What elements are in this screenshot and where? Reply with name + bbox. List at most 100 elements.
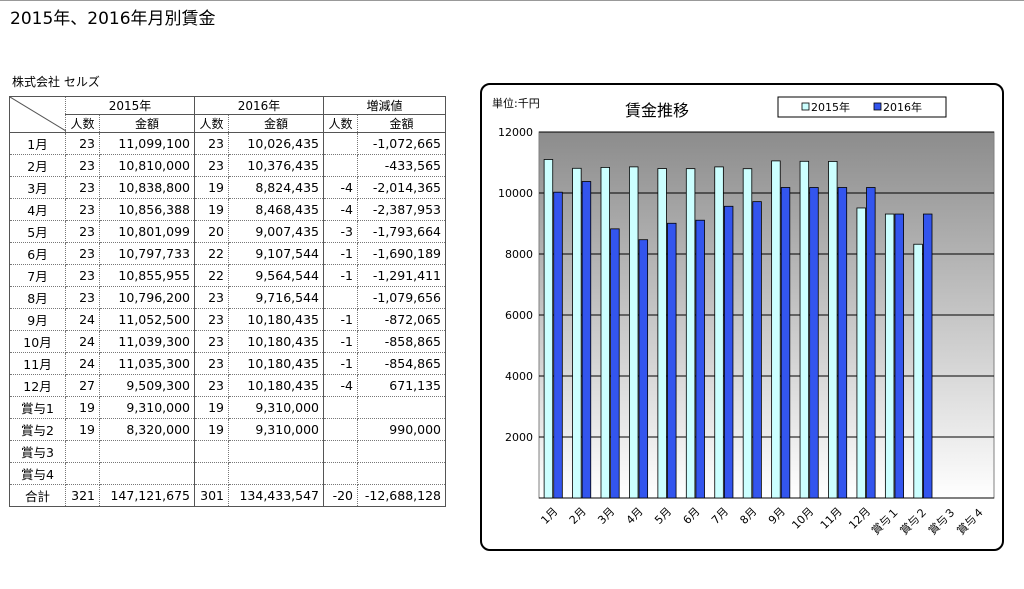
amount-2016-cell: 10,376,435 [228, 154, 324, 177]
amount-2015-cell: 11,039,300 [99, 330, 195, 353]
count-2016-cell: 20 [194, 220, 229, 243]
amount-diff-cell [357, 462, 446, 485]
count-2015-cell: 23 [65, 264, 100, 287]
amount-2015-cell: 10,810,000 [99, 154, 195, 177]
bar-2016 [695, 219, 705, 499]
table-row: 11月 24 11,035,300 23 10,180,435 -1 -854,865 [9, 352, 446, 375]
month-cell: 2月 [9, 154, 66, 177]
count-2016-cell [194, 440, 229, 463]
x-tick-label: 7月 [709, 505, 731, 527]
sub-header-count-diff: 人数 [323, 114, 358, 133]
bar-2015 [714, 166, 724, 499]
table-row: 8月 23 10,796,200 23 9,716,544 -1,079,656 [9, 286, 446, 309]
amount-diff-cell: -1,793,664 [357, 220, 446, 243]
amount-2015-cell [99, 440, 195, 463]
diagonal-line [10, 97, 66, 131]
month-cell: 7月 [9, 264, 66, 287]
amount-2015-cell: 10,838,800 [99, 176, 195, 199]
x-tick-label: 11月 [818, 505, 845, 532]
count-2015-cell: 23 [65, 286, 100, 309]
month-cell: 5月 [9, 220, 66, 243]
table-row: 3月 23 10,838,800 19 8,824,435 -4 -2,014,365 [9, 176, 446, 199]
count-2015-cell: 23 [65, 242, 100, 265]
legend-swatch-2015 [801, 102, 810, 111]
amount-2015-cell: 10,855,955 [99, 264, 195, 287]
table-row: 9月 24 11,052,500 23 10,180,435 -1 -872,065 [9, 308, 446, 331]
x-tick-label: 10月 [789, 505, 816, 532]
amount-2016-cell [228, 440, 324, 463]
y-tick-label: 4000 [505, 370, 533, 383]
count-2015-cell: 19 [65, 396, 100, 419]
amount-2016-cell: 9,716,544 [228, 286, 324, 309]
amount-2015-cell: 10,801,099 [99, 220, 195, 243]
amount-2016-cell [228, 462, 324, 485]
top-border-line [0, 0, 1024, 1]
month-cell: 6月 [9, 242, 66, 265]
count-2016-cell: 23 [194, 352, 229, 375]
group-header-2015: 2015年 [65, 96, 195, 115]
company-name: 株式会社 セルズ [12, 75, 100, 89]
amount-diff-cell: -1,079,656 [357, 286, 446, 309]
wage-chart: 2000 4000 6000 8000 10000 12000 1月 2月 3月 4月 5月 6月 7月… [492, 96, 995, 538]
count-2015-cell: 27 [65, 374, 100, 397]
month-cell: 8月 [9, 286, 66, 309]
count-diff-cell [323, 418, 358, 441]
amount-2016-cell: 134,433,547 [228, 484, 324, 507]
amount-2016-cell: 10,026,435 [228, 132, 324, 155]
y-tick-label: 8000 [505, 248, 533, 261]
count-2016-cell [194, 462, 229, 485]
bar-2016 [866, 187, 876, 499]
count-2016-cell: 23 [194, 308, 229, 331]
count-2016-cell: 19 [194, 198, 229, 221]
table-row: 賞与4 [9, 462, 446, 485]
count-2015-cell: 23 [65, 132, 100, 155]
amount-2016-cell: 9,007,435 [228, 220, 324, 243]
month-cell: 賞与3 [9, 440, 66, 463]
table-row: 賞与2 19 8,320,000 19 9,310,000 990,000 [9, 418, 446, 441]
bar-2016 [923, 213, 933, 499]
count-diff-cell: -1 [323, 308, 358, 331]
amount-diff-cell: 671,135 [357, 374, 446, 397]
bar-2016 [894, 213, 904, 499]
amount-2016-cell: 9,564,544 [228, 264, 324, 287]
total-row: 合計 321 147,121,675 301 134,433,547 -20 -12,688… [9, 484, 446, 507]
sub-header-amount-2015: 金額 [99, 114, 195, 133]
x-tick-label: 2月 [567, 505, 589, 527]
count-2016-cell: 23 [194, 132, 229, 155]
table-row: 10月 24 11,039,300 23 10,180,435 -1 -858,865 [9, 330, 446, 353]
amount-2015-cell: 10,856,388 [99, 198, 195, 221]
x-tick-label: 賞与２ [898, 505, 931, 538]
table-row: 7月 23 10,855,955 22 9,564,544 -1 -1,291,411 [9, 264, 446, 287]
count-2015-cell: 23 [65, 154, 100, 177]
bar-2016 [553, 191, 563, 499]
amount-2016-cell: 8,824,435 [228, 176, 324, 199]
count-diff-cell: -1 [323, 352, 358, 375]
x-tick-label: 3月 [595, 505, 617, 527]
y-tick-label: 12000 [498, 126, 533, 139]
x-tick-label: 8月 [737, 505, 759, 527]
amount-diff-cell: 990,000 [357, 418, 446, 441]
count-diff-cell [323, 132, 358, 155]
count-diff-cell: -4 [323, 374, 358, 397]
x-tick-label: 賞与３ [926, 505, 959, 538]
amount-diff-cell: -1,690,189 [357, 242, 446, 265]
table-row: 賞与3 [9, 440, 446, 463]
table-row: 12月 27 9,509,300 23 10,180,435 -4 671,135 [9, 374, 446, 397]
amount-2016-cell: 9,310,000 [228, 396, 324, 419]
table-row: 6月 23 10,797,733 22 9,107,544 -1 -1,690,189 [9, 242, 446, 265]
count-2015-cell: 24 [65, 352, 100, 375]
sub-header-amount-2016: 金額 [228, 114, 324, 133]
y-tick-label: 6000 [505, 309, 533, 322]
amount-2015-cell: 8,320,000 [99, 418, 195, 441]
amount-2016-cell: 10,180,435 [228, 330, 324, 353]
count-diff-cell [323, 396, 358, 419]
bar-2015 [856, 207, 866, 499]
amount-diff-cell: -858,865 [357, 330, 446, 353]
count-diff-cell [323, 440, 358, 463]
count-2016-cell: 23 [194, 330, 229, 353]
table-body: 1月 23 11,099,100 23 10,026,435 -1,072,665 2月 23… [9, 132, 446, 507]
month-cell: 賞与2 [9, 418, 66, 441]
amount-2015-cell: 9,509,300 [99, 374, 195, 397]
bar-2015 [543, 159, 554, 499]
amount-diff-cell: -433,565 [357, 154, 446, 177]
